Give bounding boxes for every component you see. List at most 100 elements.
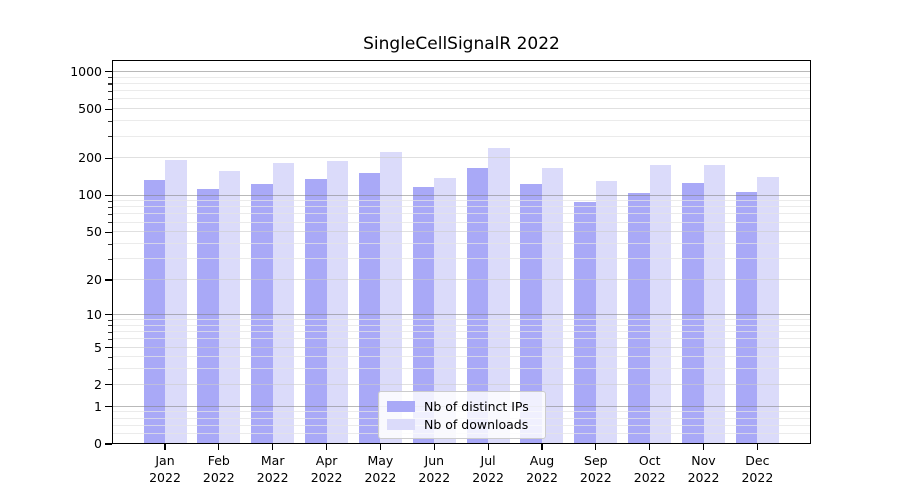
- bar-ips-nov: [682, 182, 704, 444]
- x-tick-mark: [325, 444, 328, 450]
- plot-area: [112, 60, 811, 444]
- x-tick-label-oct: Oct 2022: [618, 452, 682, 486]
- y-tick-label: 50: [86, 224, 102, 240]
- x-tick-month: Jul: [480, 453, 496, 468]
- x-tick-year: 2022: [310, 470, 343, 485]
- x-tick-year: 2022: [149, 470, 181, 485]
- gridline-minor: [112, 90, 811, 92]
- bar-ips-may: [358, 172, 381, 444]
- y-minor-tick-mark: [108, 200, 112, 202]
- y-tick-mark: [105, 314, 112, 316]
- y-minor-tick-mark: [108, 90, 112, 92]
- x-tick-month: Jan: [155, 453, 175, 468]
- gridline-minor: [112, 120, 811, 122]
- y-tick-mark: [105, 194, 112, 197]
- bar-downloads-apr: [326, 160, 349, 444]
- legend-entry-downloads: Nb of downloads: [387, 415, 537, 433]
- legend: Nb of distinct IPs Nb of downloads: [378, 391, 546, 439]
- x-tick-year: 2022: [741, 470, 774, 485]
- legend-entry-ips: Nb of distinct IPs: [387, 397, 537, 415]
- bar-downloads-jan: [165, 160, 187, 444]
- y-tick-mark: [105, 384, 112, 386]
- y-minor-tick-mark: [108, 120, 112, 122]
- y-tick-mark: [105, 443, 112, 445]
- x-tick-year: 2022: [526, 470, 558, 485]
- x-tick-label-mar: Mar 2022: [241, 452, 305, 486]
- gridline-minor: [112, 82, 811, 84]
- y-tick-label: 20: [86, 272, 102, 288]
- x-tick-year: 2022: [364, 470, 397, 485]
- bar-ips-feb: [197, 188, 219, 444]
- gridline-minor: [112, 98, 811, 100]
- y-minor-tick-mark: [108, 222, 112, 224]
- chart-title: SingleCellSignalR 2022: [363, 34, 560, 54]
- bar-downloads-nov: [703, 164, 725, 444]
- x-tick-label-sep: Sep 2022: [564, 452, 628, 486]
- legend-label: Nb of downloads: [424, 416, 529, 432]
- x-tick-mark: [541, 444, 543, 450]
- bar-downloads-oct: [649, 164, 672, 444]
- y-minor-tick-mark: [108, 338, 112, 340]
- bar-downloads-mar: [272, 163, 295, 444]
- y-tick-label: 10: [86, 306, 102, 322]
- bar-downloads-sep: [595, 180, 618, 444]
- y-minor-tick-mark: [108, 258, 112, 260]
- x-tick-label-jul: Jul 2022: [456, 452, 520, 486]
- x-tick-year: 2022: [418, 470, 451, 485]
- x-tick-month: Feb: [207, 453, 230, 468]
- bar-ips-jul: [466, 168, 489, 444]
- bar-ips-dec: [735, 191, 758, 444]
- x-tick-mark: [218, 444, 220, 450]
- bar-ips-sep: [574, 201, 596, 444]
- bar-ips-apr: [305, 179, 327, 444]
- x-tick-year: 2022: [633, 470, 666, 485]
- y-tick-mark: [105, 346, 112, 349]
- y-minor-tick-mark: [108, 83, 112, 85]
- x-tick-label-feb: Feb 2022: [187, 452, 251, 486]
- y-tick-label: 1: [94, 398, 102, 414]
- y-minor-tick-mark: [108, 319, 112, 321]
- x-tick-label-dec: Dec 2022: [725, 452, 789, 486]
- bar-downloads-dec: [757, 177, 779, 444]
- x-tick-label-jun: Jun 2022: [402, 452, 466, 486]
- y-minor-tick-mark: [108, 325, 112, 327]
- y-tick-mark: [105, 108, 112, 110]
- bar-downloads-may: [380, 152, 402, 444]
- x-tick-mark: [272, 444, 274, 450]
- x-tick-year: 2022: [256, 470, 289, 485]
- gridline-200: [112, 157, 811, 159]
- x-tick-year: 2022: [202, 470, 235, 485]
- x-tick-label-jan: Jan 2022: [133, 452, 197, 486]
- x-tick-mark: [487, 444, 489, 450]
- legend-swatch: [387, 418, 415, 430]
- x-tick-month: Apr: [315, 453, 338, 468]
- y-minor-tick-mark: [108, 98, 112, 101]
- y-tick-mark: [105, 279, 112, 281]
- y-minor-tick-mark: [108, 77, 112, 79]
- x-tick-year: 2022: [579, 470, 612, 485]
- x-tick-label-nov: Nov 2022: [672, 452, 736, 486]
- bar-ips-jan: [143, 179, 165, 444]
- x-tick-month: Mar: [260, 453, 285, 468]
- y-minor-tick-mark: [108, 136, 112, 138]
- bar-downloads-aug: [541, 168, 564, 444]
- x-tick-month: Aug: [529, 453, 555, 468]
- y-minor-tick-mark: [108, 213, 112, 216]
- bar-ips-oct: [628, 193, 650, 444]
- bar-downloads-feb: [218, 171, 241, 444]
- gridline-500: [112, 108, 811, 110]
- x-tick-mark: [649, 444, 651, 450]
- x-tick-year: 2022: [472, 470, 504, 485]
- y-tick-mark: [105, 231, 112, 233]
- x-tick-month: Jun: [424, 453, 445, 468]
- y-tick-mark: [105, 157, 112, 159]
- y-tick-label: 2: [94, 376, 102, 392]
- y-minor-tick-mark: [108, 356, 112, 358]
- y-tick-label: 500: [78, 101, 102, 117]
- legend-swatch: [387, 400, 415, 412]
- bar-ips-jun: [412, 186, 435, 444]
- bar-ips-mar: [251, 184, 273, 444]
- y-tick-label: 200: [78, 150, 102, 166]
- x-tick-label-may: May 2022: [348, 452, 412, 486]
